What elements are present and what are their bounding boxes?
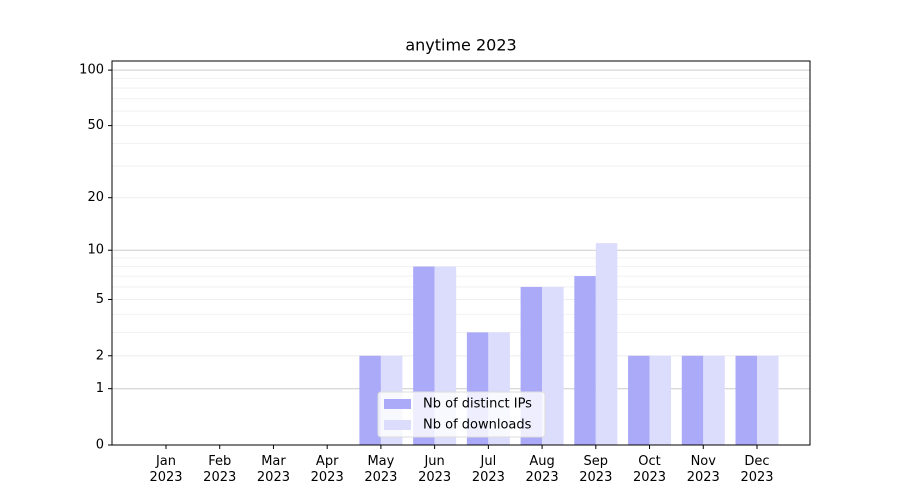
legend-swatch	[384, 399, 411, 409]
y-tick-label: 100	[79, 63, 104, 78]
bar	[735, 355, 757, 445]
bar	[757, 355, 779, 445]
x-tick-label: Dec 2023	[740, 454, 773, 485]
y-tick-label: 50	[87, 118, 104, 133]
x-tick-label: Jan 2023	[149, 454, 182, 485]
bar	[595, 243, 618, 445]
chart-title: anytime 2023	[405, 36, 516, 55]
bar	[703, 355, 725, 445]
x-tick-label: Feb 2023	[203, 454, 236, 485]
bar	[574, 276, 596, 445]
y-tick-label: 5	[96, 292, 104, 307]
y-tick-label: 10	[87, 243, 104, 258]
plot-frame	[111, 60, 811, 446]
x-tick-label: Aug 2023	[526, 454, 559, 485]
y-tick-label: 2	[96, 348, 104, 363]
bar	[681, 355, 704, 445]
x-tick-label: Jun 2023	[418, 454, 451, 485]
y-tick-label: 20	[87, 190, 104, 205]
bar	[542, 286, 564, 445]
x-tick-label: Sep 2023	[579, 454, 612, 485]
legend-swatch	[384, 420, 411, 430]
bar	[628, 355, 650, 445]
x-tick-label: Nov 2023	[687, 454, 720, 485]
bar	[649, 355, 672, 445]
bar	[359, 355, 381, 445]
legend-label: Nb of downloads	[423, 418, 532, 433]
legend-box	[377, 391, 546, 438]
x-tick-label: Jul 2023	[472, 454, 505, 485]
legend-label: Nb of distinct IPs	[423, 397, 532, 412]
y-tick-label: 1	[96, 381, 104, 396]
y-tick-label: 0	[96, 438, 104, 453]
x-tick-label: Mar 2023	[257, 454, 290, 485]
x-tick-label: Oct 2023	[633, 454, 666, 485]
x-tick-label: Apr 2023	[311, 454, 344, 485]
x-tick-label: May 2023	[364, 454, 397, 485]
